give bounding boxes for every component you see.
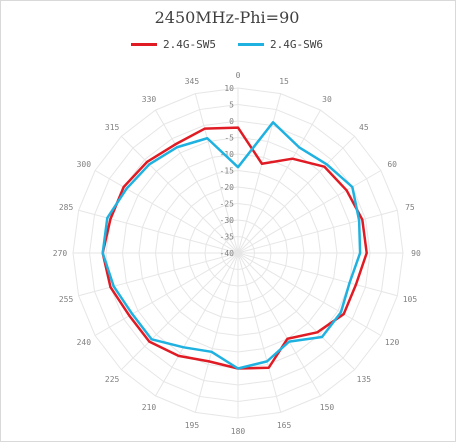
r-tick-label: -40 [220,249,235,258]
angle-tick-label: 60 [387,160,397,169]
angle-tick-label: 150 [320,403,335,412]
r-tick-label: 0 [229,117,234,126]
angle-tick-label: 180 [231,427,246,436]
r-tick-label: 5 [229,101,234,110]
grid-spoke [94,170,239,254]
angle-tick-label: 315 [105,123,120,132]
chart-title: 2450MHz-Phi=90 [154,8,300,27]
series-line-2 [101,121,362,370]
r-tick-label: -15 [220,167,235,176]
r-tick-label: 10 [224,84,234,93]
grid-spoke [237,109,321,254]
grid-spoke [120,135,239,254]
grid-spoke [194,252,239,413]
grid-spoke [237,135,356,254]
grid-spoke [120,252,239,371]
angle-tick-label: 330 [142,95,157,104]
angle-tick-label: 165 [277,421,292,430]
angle-tick-label: 345 [185,77,200,86]
legend-swatch-series-2 [238,43,264,46]
legend-entry-series-2: 2.4G-SW6 [238,38,323,51]
r-tick-label: -35 [220,233,235,242]
angle-tick-label: 0 [236,71,241,80]
legend-label-series-2: 2.4G-SW6 [270,38,323,51]
grid-spoke [237,252,282,413]
angle-tick-label: 210 [142,403,157,412]
grid-spoke [237,209,398,254]
chart-legend: 2.4G-SW5 2.4G-SW6 [0,38,454,51]
angle-tick-label: 285 [59,203,74,212]
grid-spoke [237,93,282,254]
angle-tick-label: 135 [357,375,372,384]
grid-spoke [237,252,356,371]
angle-tick-label: 120 [385,338,400,347]
grid-spoke [237,252,382,336]
angle-tick-label: 300 [77,160,92,169]
angle-tick-label: 270 [53,249,68,258]
angle-tick-label: 75 [405,203,415,212]
legend-swatch-series-1 [131,43,158,46]
r-tick-label: -10 [220,150,235,159]
angle-tick-label: 240 [77,338,92,347]
angle-tick-label: 105 [403,295,418,304]
legend-entry-series-1: 2.4G-SW5 [131,38,216,51]
legend-label-series-1: 2.4G-SW5 [163,38,216,51]
grid-spoke [237,252,321,397]
r-tick-label: -25 [220,200,235,209]
grid-spoke [78,209,239,254]
angle-tick-label: 195 [185,421,200,430]
angle-tick-label: 45 [359,123,369,132]
grid-spoke [237,252,398,297]
angle-tick-label: 30 [322,95,332,104]
angle-tick-label: 90 [411,249,421,258]
grid-spoke [94,252,239,336]
angle-tick-label: 15 [279,77,289,86]
grid-spoke [237,170,382,254]
grid-spoke [194,93,239,254]
angle-tick-label: 225 [105,375,120,384]
grid-spoke [155,252,239,397]
grid-spoke [155,109,239,254]
grid-spoke [78,252,239,297]
r-tick-label: -30 [220,216,235,225]
r-tick-label: -5 [224,134,234,143]
r-tick-label: -20 [220,183,235,192]
angle-tick-label: 255 [59,295,74,304]
